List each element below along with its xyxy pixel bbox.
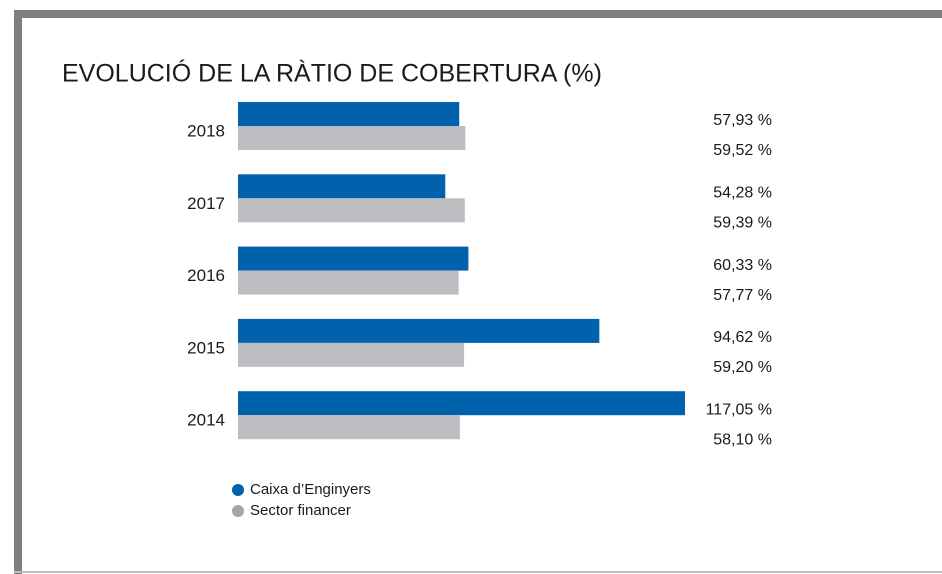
y-tick-label: 2015 xyxy=(187,338,225,357)
legend-marker xyxy=(232,505,244,517)
value-label: 59,52 % xyxy=(713,142,772,159)
bar xyxy=(238,246,469,271)
bar xyxy=(238,391,685,416)
chart-title: EVOLUCIÓ DE LA RÀTIO DE COBERTURA (%) xyxy=(62,59,602,88)
value-label: 59,20 % xyxy=(713,359,772,376)
value-label: 59,39 % xyxy=(713,215,772,232)
value-label: 54,28 % xyxy=(713,185,772,202)
legend-marker xyxy=(232,484,244,496)
y-tick-label: 2016 xyxy=(187,266,225,285)
bar xyxy=(238,318,600,343)
value-label: 57,93 % xyxy=(713,112,772,129)
y-tick-label: 2014 xyxy=(187,411,225,430)
value-label: 94,62 % xyxy=(713,329,772,346)
bar xyxy=(238,198,465,223)
frame-left xyxy=(14,10,22,574)
legend-label: Sector financer xyxy=(250,502,351,519)
value-label: 57,77 % xyxy=(713,287,772,304)
frame-top xyxy=(14,10,942,18)
bar xyxy=(238,126,466,150)
bar xyxy=(238,174,446,199)
bar xyxy=(238,342,465,367)
bar xyxy=(238,102,460,126)
bar xyxy=(238,270,459,295)
legend-label: Caixa d’Enginyers xyxy=(250,481,371,498)
frame-bottom xyxy=(14,571,942,573)
y-tick-label: 2018 xyxy=(187,121,225,140)
y-tick-label: 2017 xyxy=(187,194,225,213)
value-label: 60,33 % xyxy=(713,257,772,274)
value-label: 117,05 % xyxy=(706,401,772,418)
value-label: 58,10 % xyxy=(713,431,772,448)
bar xyxy=(238,415,460,440)
